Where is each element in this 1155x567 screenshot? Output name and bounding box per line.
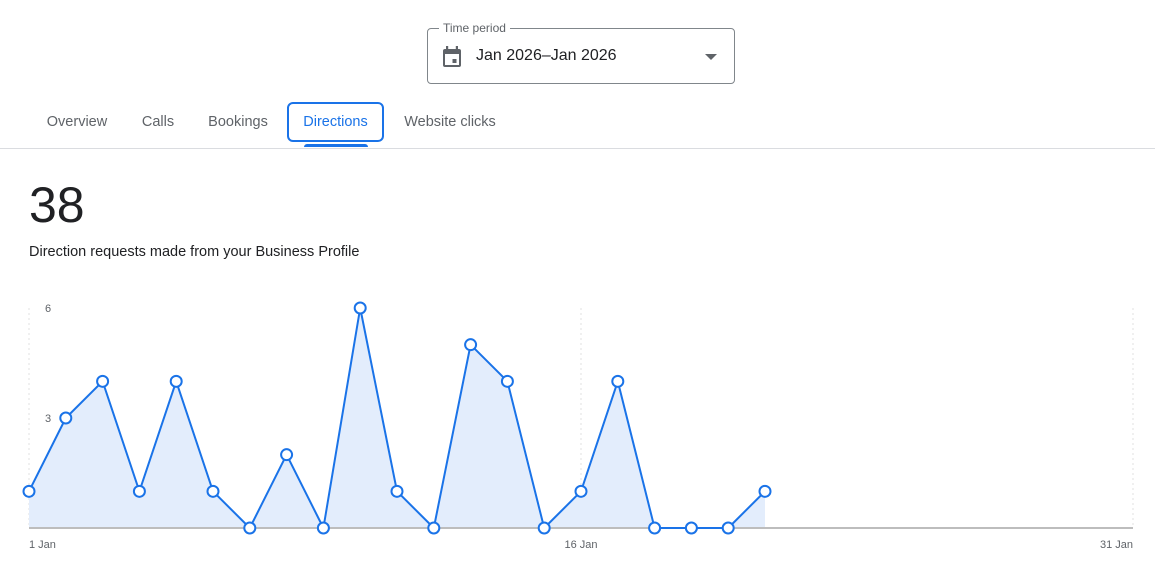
data-point-8-jan[interactable] bbox=[280, 448, 294, 462]
y-tick-label: 6 bbox=[45, 303, 51, 315]
y-axis-labels: 36 bbox=[45, 303, 51, 425]
chart-data-points bbox=[22, 301, 772, 535]
data-point-9-jan[interactable] bbox=[316, 521, 330, 535]
data-point-10-jan[interactable] bbox=[353, 301, 367, 315]
data-point-5-jan[interactable] bbox=[169, 374, 183, 388]
data-point-17-jan[interactable] bbox=[611, 374, 625, 388]
tab-bookings[interactable]: Bookings bbox=[208, 114, 268, 130]
y-tick-label: 3 bbox=[45, 413, 51, 425]
metric-description: Direction requests made from your Busine… bbox=[29, 244, 360, 260]
data-point-19-jan[interactable] bbox=[684, 521, 698, 535]
x-axis-labels: 1 Jan 16 Jan 31 Jan bbox=[29, 539, 1133, 551]
area-chart: 36 1 Jan 16 Jan 31 Jan bbox=[22, 301, 1134, 551]
tab-calls[interactable]: Calls bbox=[141, 114, 175, 130]
data-point-11-jan[interactable] bbox=[390, 484, 404, 498]
data-point-21-jan[interactable] bbox=[758, 484, 772, 498]
metric-total: 38 bbox=[29, 177, 85, 233]
data-point-14-jan[interactable] bbox=[500, 374, 514, 388]
active-tab-indicator bbox=[304, 144, 368, 147]
data-point-18-jan[interactable] bbox=[648, 521, 662, 535]
x-tick-label: 16 Jan bbox=[564, 539, 597, 551]
chart-gridlines bbox=[28, 308, 1134, 528]
tab-website-clicks[interactable]: Website clicks bbox=[404, 114, 496, 130]
data-point-13-jan[interactable] bbox=[464, 338, 478, 352]
x-tick-label: 31 Jan bbox=[1100, 539, 1133, 551]
time-period-label: Time period bbox=[439, 21, 510, 35]
data-point-12-jan[interactable] bbox=[427, 521, 441, 535]
x-tick-label: 1 Jan bbox=[29, 539, 56, 551]
data-point-16-jan[interactable] bbox=[574, 484, 588, 498]
time-period-select[interactable]: Time period Jan 2026–Jan 2026 bbox=[427, 21, 735, 84]
tab-directions[interactable]: Directions bbox=[287, 102, 384, 142]
time-period-value: Jan 2026–Jan 2026 bbox=[476, 47, 617, 64]
calendar-icon bbox=[443, 46, 461, 67]
data-point-20-jan[interactable] bbox=[721, 521, 735, 535]
data-point-3-jan[interactable] bbox=[96, 374, 110, 388]
chart-area-fill bbox=[29, 308, 765, 528]
tab-overview[interactable]: Overview bbox=[46, 114, 108, 130]
data-point-4-jan[interactable] bbox=[132, 484, 146, 498]
data-point-6-jan[interactable] bbox=[206, 484, 220, 498]
data-point-1-jan[interactable] bbox=[22, 484, 36, 498]
dropdown-caret-icon bbox=[705, 54, 717, 60]
data-point-15-jan[interactable] bbox=[537, 521, 551, 535]
data-point-7-jan[interactable] bbox=[243, 521, 257, 535]
data-point-2-jan[interactable] bbox=[59, 411, 73, 425]
tab-bar: Overview Calls Bookings Directions Websi… bbox=[0, 100, 1155, 149]
